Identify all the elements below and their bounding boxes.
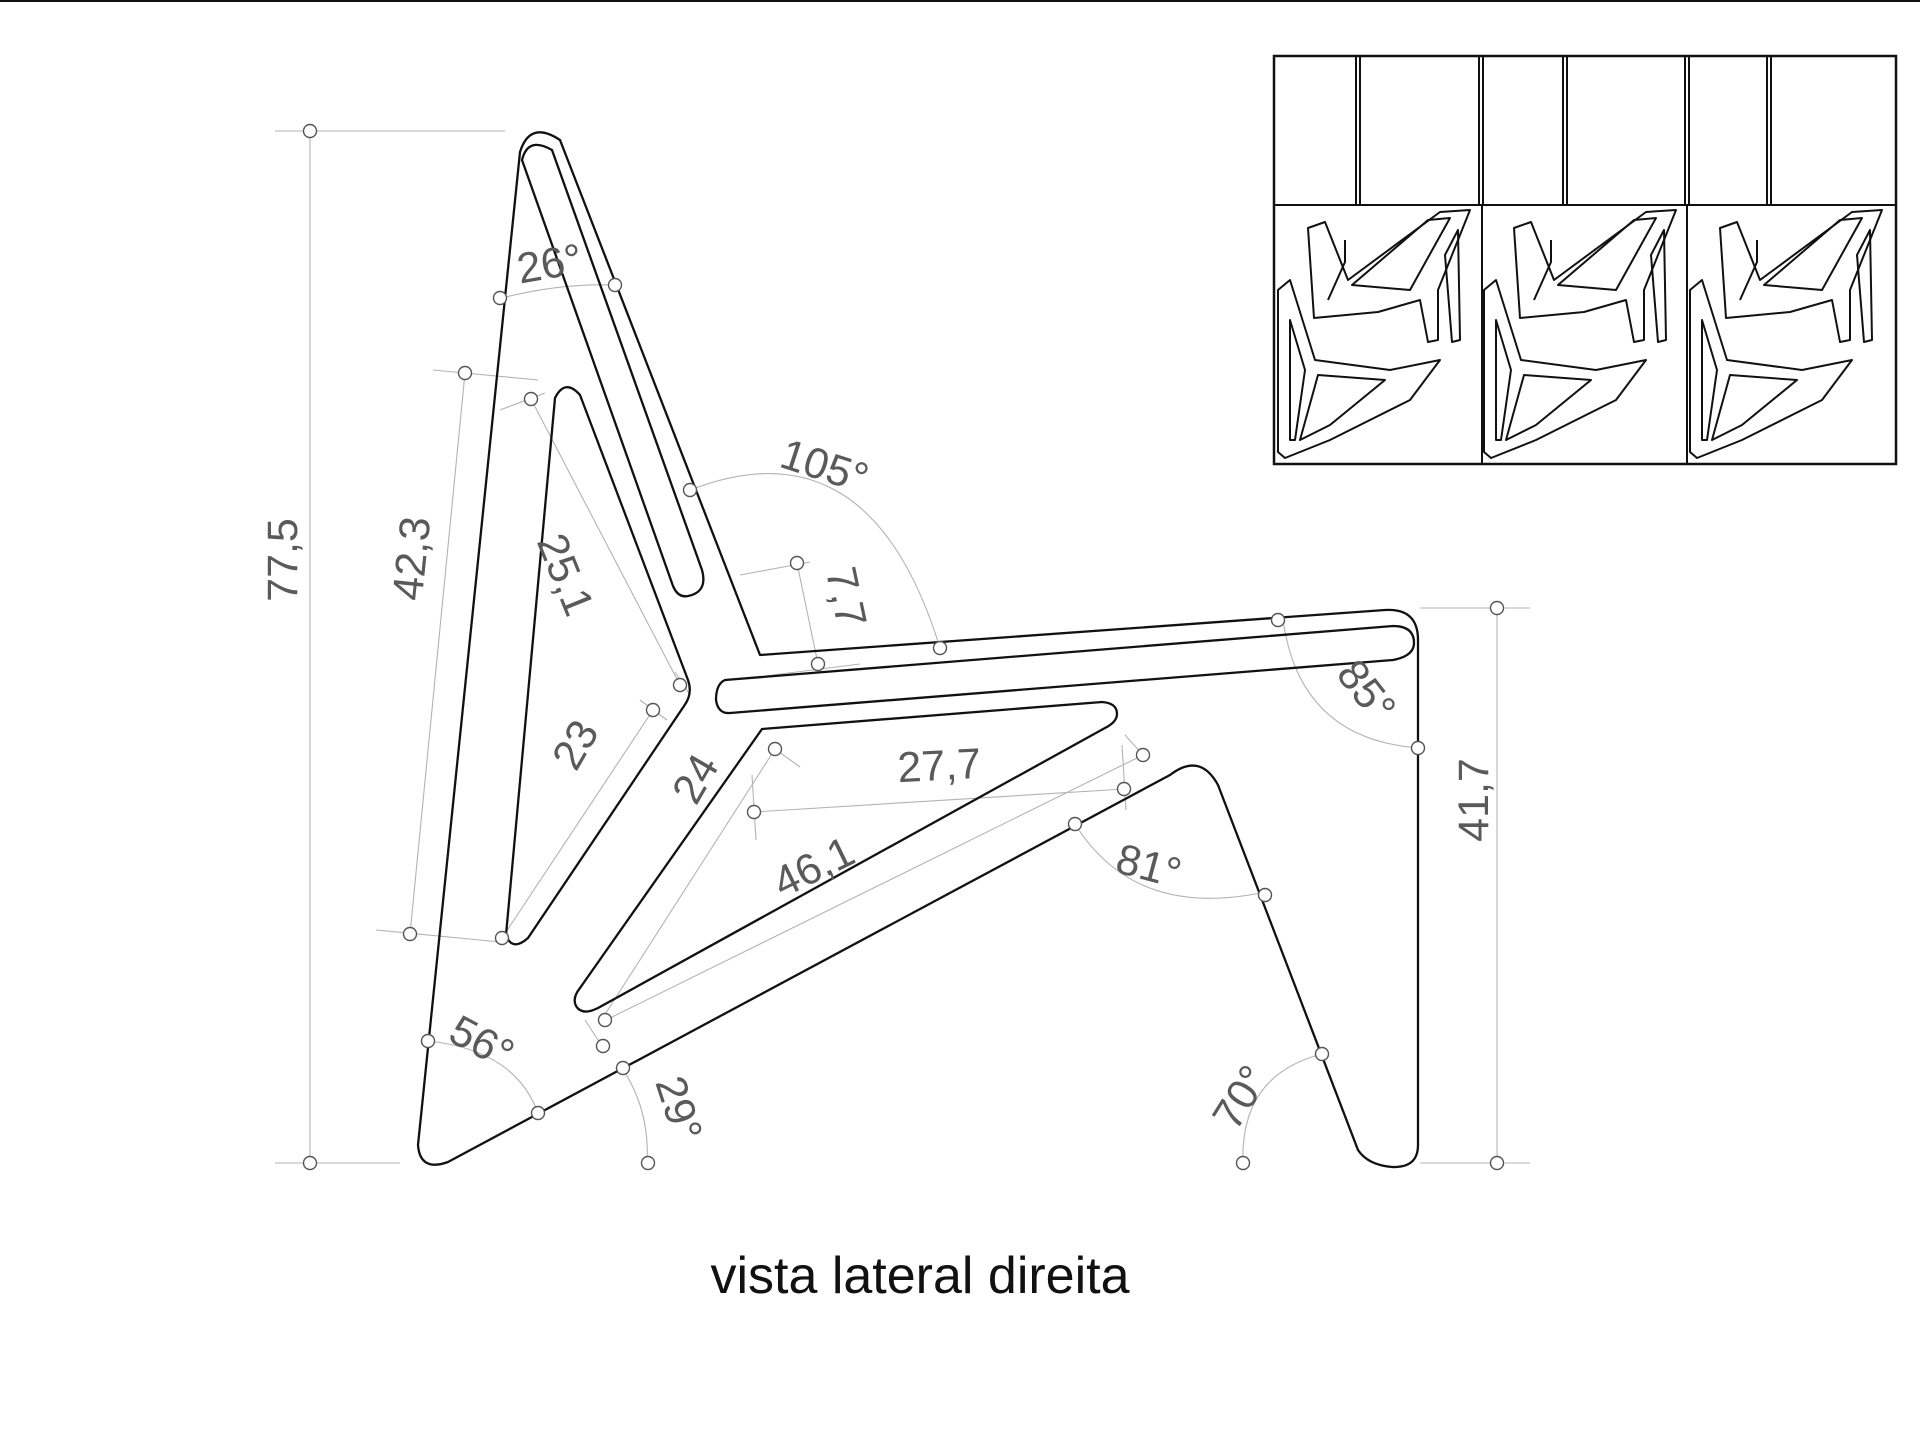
angle-front-leg: 81° [1111,835,1186,898]
lower-opening [573,700,1119,1013]
dim-seat-height: 41,7 [1450,758,1498,842]
view-caption: vista lateral direita [710,1247,1129,1305]
dim-arm-length: 24 [663,746,728,811]
angle-base-junction: 29° [645,1070,711,1147]
seat-slot [714,624,1416,715]
dim-base-diagonal: 46,1 [766,827,862,907]
cutting-layout-inset [1272,54,1898,466]
angle-rear-foot: 56° [442,1006,522,1079]
dimension-nodes [302,123,1505,1171]
chair-profile [416,131,1420,1169]
dim-seat-slot-gap: 7,7 [816,563,875,631]
angle-backrest-top: 26° [513,235,585,294]
dim-front-leg: 42,3 [384,514,440,602]
dim-inner-edge: 23 [543,712,608,777]
angle-back-seat: 105° [775,430,874,503]
angle-seat-front: 85° [1327,651,1405,732]
dim-lower-brace: 27,7 [896,740,982,792]
backrest-slot [520,143,705,598]
back-opening [504,386,691,946]
angle-front-foot: 70° [1204,1057,1279,1138]
chair-outer-profile [416,131,1420,1169]
dim-overall-height: 77,5 [259,518,307,602]
